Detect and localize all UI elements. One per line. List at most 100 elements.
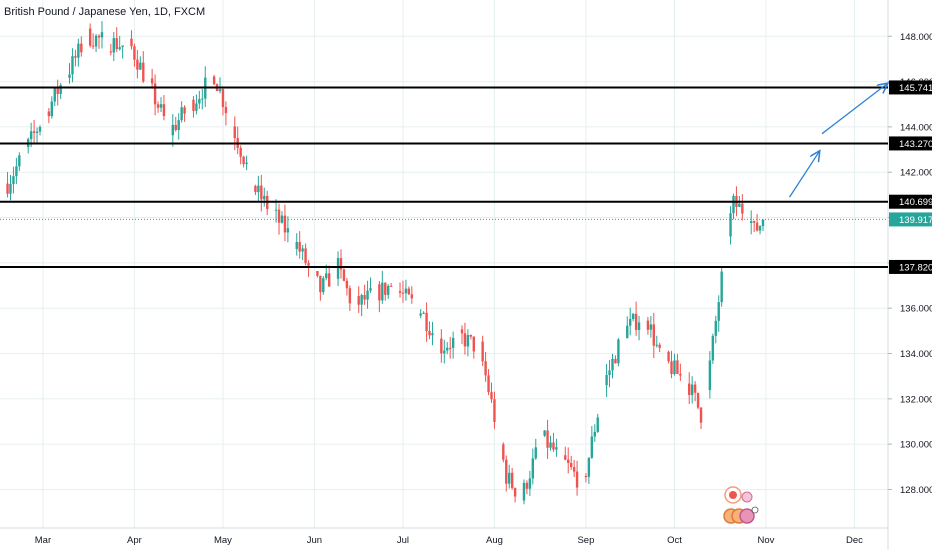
- candle-body: [605, 374, 608, 386]
- candle-body: [342, 269, 346, 281]
- candle-body: [307, 263, 310, 266]
- candle-body: [631, 313, 635, 320]
- candle-body: [469, 334, 473, 337]
- candle-body: [422, 312, 425, 314]
- candle-body: [546, 430, 549, 448]
- candle-body: [74, 56, 77, 58]
- candle-body: [732, 195, 735, 214]
- candle-body: [345, 280, 349, 289]
- candle-body: [59, 85, 62, 94]
- candle-body: [387, 285, 390, 295]
- candle-body: [6, 183, 9, 194]
- candle-body: [738, 203, 741, 207]
- y-tick-label: 144.000: [900, 122, 932, 133]
- candle-body: [150, 78, 154, 84]
- candle-body: [617, 339, 620, 364]
- candle-body: [88, 28, 92, 46]
- candle-body: [531, 458, 535, 479]
- tradingview-logo: [723, 486, 759, 524]
- candle-body: [277, 209, 281, 223]
- candle-body: [404, 288, 408, 294]
- x-tick-label: Mar: [35, 535, 51, 546]
- candle-body: [301, 248, 304, 252]
- level-price-tag: [889, 259, 932, 274]
- candle-body: [401, 292, 405, 294]
- candle-body: [260, 185, 263, 200]
- candle-body: [35, 131, 39, 133]
- candle-body: [177, 120, 180, 131]
- candle-body: [714, 320, 717, 336]
- x-tick-label: Dec: [846, 535, 863, 546]
- candle-body: [431, 333, 434, 336]
- candle-body: [280, 215, 284, 223]
- y-tick-label: 130.000: [900, 440, 932, 451]
- candle-body: [708, 360, 712, 391]
- candle-body: [567, 459, 570, 463]
- last-price-label: 139.917: [899, 215, 932, 226]
- candle-body: [56, 87, 59, 94]
- candle-body: [549, 442, 552, 448]
- candle-body: [717, 302, 720, 321]
- candle-body: [366, 290, 369, 300]
- projection-arrow: [821, 84, 887, 135]
- candle-body: [91, 45, 95, 47]
- candle-body: [629, 319, 632, 326]
- y-tick-label: 132.000: [900, 394, 932, 405]
- candle-body: [192, 99, 195, 111]
- candle-body: [534, 447, 537, 459]
- candle-body: [513, 488, 517, 497]
- candle-body: [493, 399, 496, 422]
- x-tick-label: Jun: [307, 535, 322, 546]
- candle-body: [690, 384, 694, 396]
- candle-body: [755, 222, 759, 231]
- candle-body: [741, 203, 744, 214]
- candle-body: [322, 278, 325, 293]
- candle-body: [584, 476, 588, 478]
- candle-body: [357, 296, 360, 305]
- candle-body: [472, 336, 475, 352]
- candle-body: [100, 32, 104, 38]
- candle-body: [53, 87, 56, 102]
- candle-body: [446, 347, 449, 351]
- candle-body: [720, 271, 723, 303]
- last-price-tag: [889, 212, 932, 227]
- candle-body: [428, 330, 431, 336]
- candle-body: [224, 107, 228, 114]
- candle-body: [77, 43, 80, 58]
- candle-body: [112, 38, 115, 53]
- y-tick-label: 128.000: [900, 485, 932, 496]
- candle-body: [670, 361, 673, 374]
- candle-body: [327, 273, 331, 287]
- candle-body: [398, 291, 402, 293]
- candle-body: [159, 104, 163, 108]
- candle-body: [156, 104, 160, 108]
- candle-body: [139, 62, 142, 70]
- candle-body: [440, 338, 443, 354]
- chart-title: British Pound / Japanese Yen, 1D, FXCM: [4, 6, 206, 18]
- candle-body: [655, 344, 658, 346]
- candle-body: [587, 457, 591, 477]
- x-tick-label: Oct: [667, 535, 682, 546]
- candle-body: [97, 35, 101, 38]
- candle-body: [50, 101, 54, 117]
- x-tick-label: Jul: [397, 535, 409, 546]
- projection-arrow: [789, 152, 820, 198]
- level-price-label: 137.820: [899, 262, 932, 273]
- candle-body: [626, 325, 629, 339]
- candle-body: [239, 147, 242, 157]
- candle-body: [94, 35, 98, 47]
- candle-body: [614, 358, 617, 364]
- candle-body: [133, 46, 136, 60]
- candle-body: [758, 226, 762, 231]
- candle-body: [699, 407, 703, 423]
- candle-body: [378, 284, 381, 301]
- candle-body: [484, 361, 487, 376]
- candle-body: [274, 209, 278, 211]
- candle-body: [38, 126, 42, 132]
- y-tick-label: 134.000: [900, 349, 932, 360]
- candle-body: [295, 241, 298, 249]
- candle-body: [451, 337, 455, 348]
